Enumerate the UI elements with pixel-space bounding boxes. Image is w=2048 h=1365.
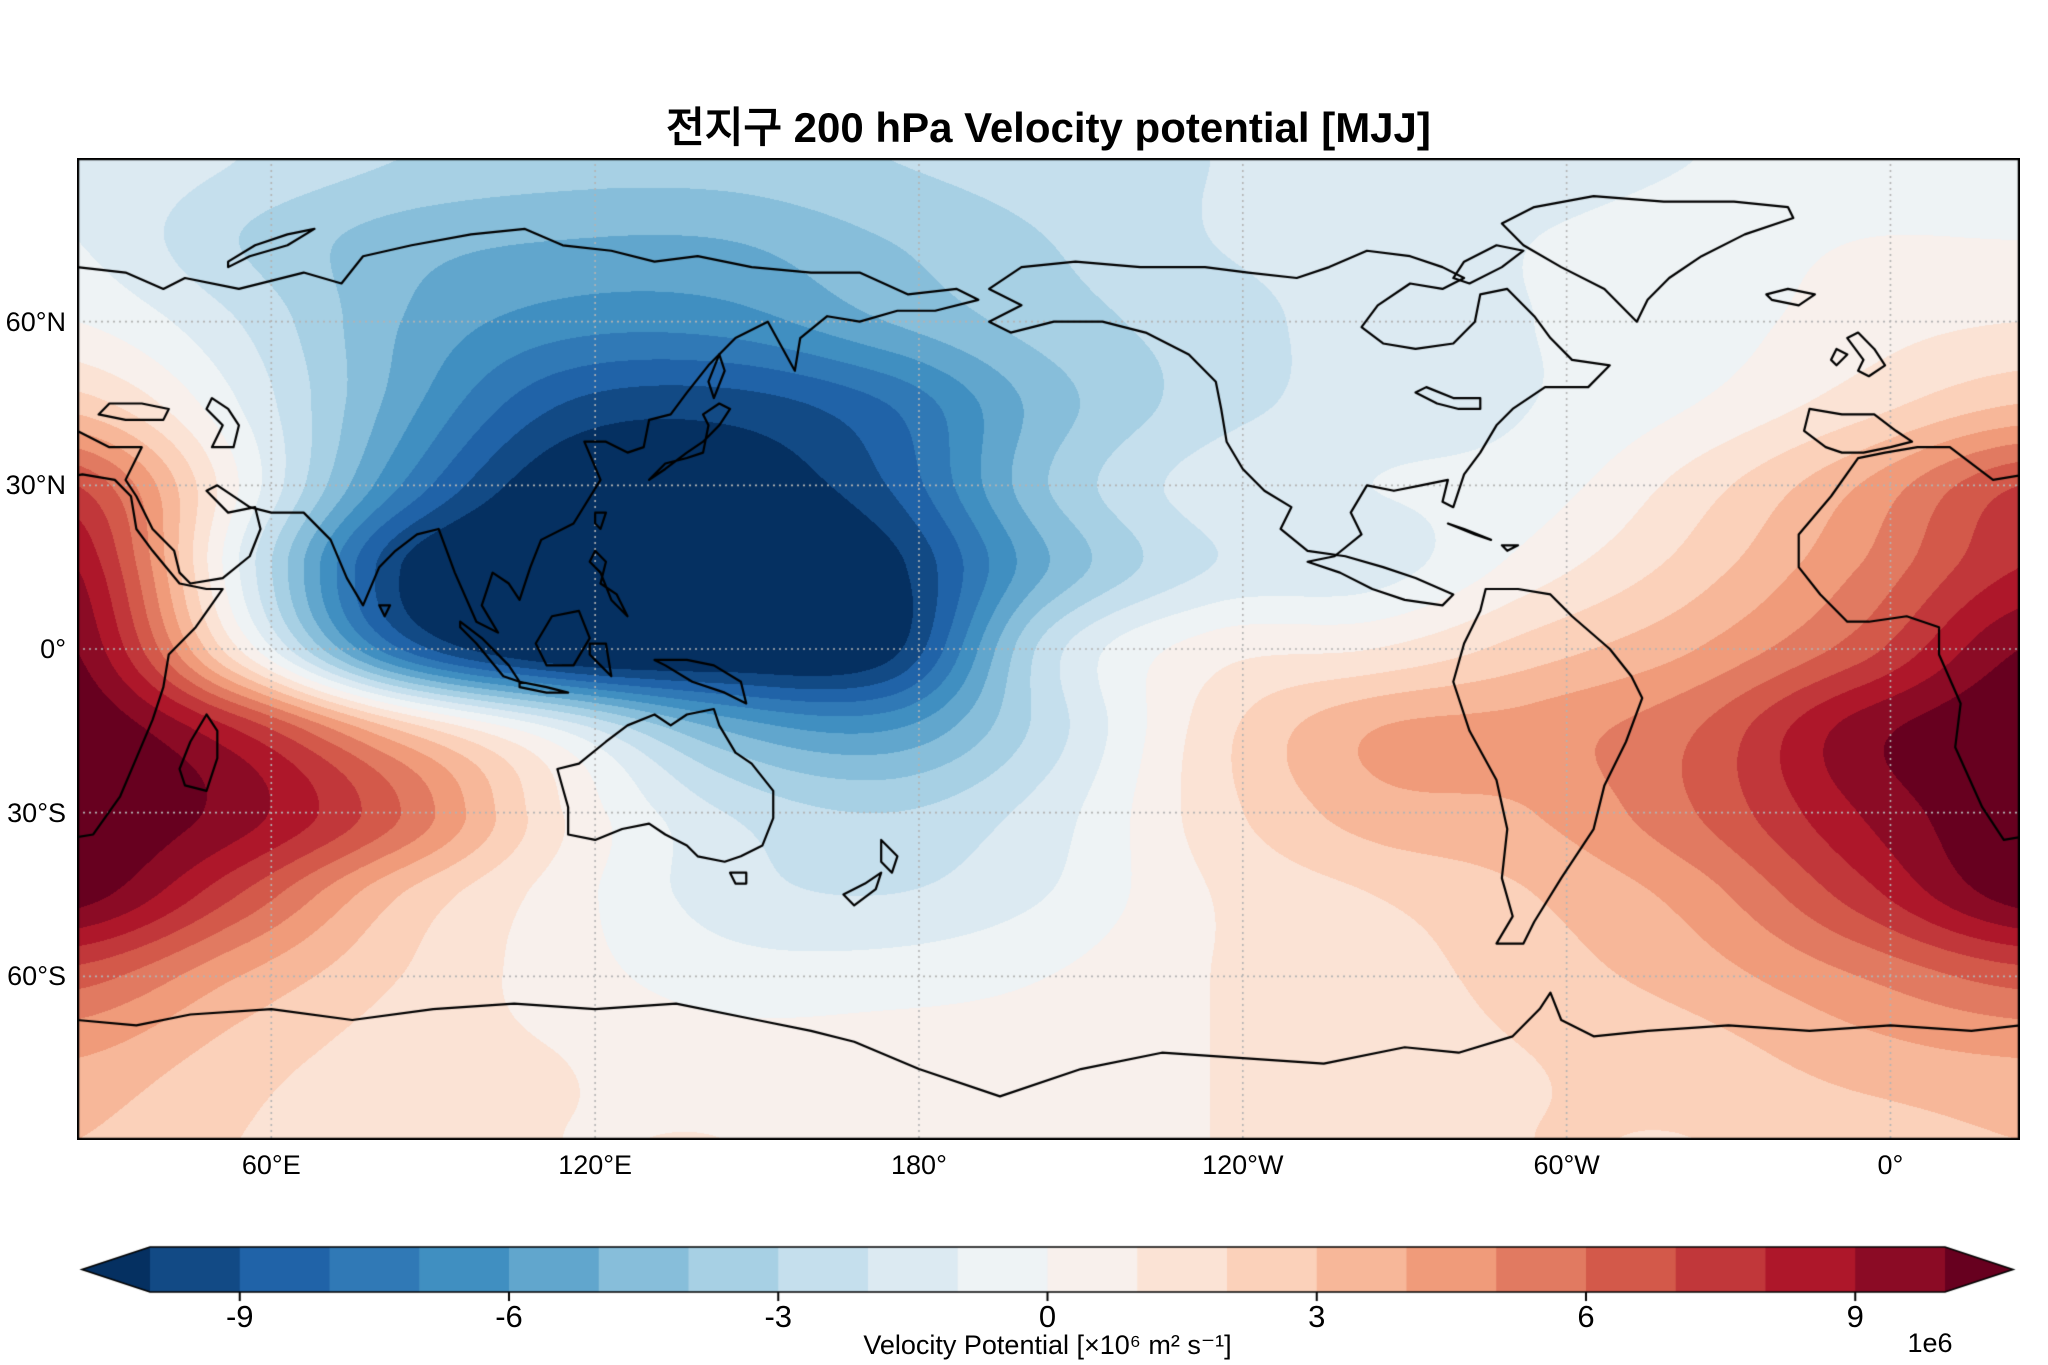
colorbar-canvas xyxy=(0,1240,2048,1310)
colorbar-label: Velocity Potential [×10⁶ m² s⁻¹] xyxy=(863,1330,1232,1360)
lon-tick-label: 0° xyxy=(1877,1150,1904,1180)
contour-map-canvas xyxy=(77,158,2020,1140)
lat-tick-label: 30°S xyxy=(7,797,66,828)
lon-tick-label: 60°W xyxy=(1533,1150,1600,1180)
colorbar-tick-label: 6 xyxy=(1577,1299,1595,1334)
colorbar-offset-label: 1e6 xyxy=(1907,1328,1953,1358)
colorbar-tick-label: -3 xyxy=(764,1299,793,1334)
lon-tick-label: 180° xyxy=(891,1150,947,1180)
lon-tick-label: 120°W xyxy=(1202,1150,1284,1180)
colorbar-tick-label: 3 xyxy=(1308,1299,1326,1334)
colorbar-tick-label: 9 xyxy=(1846,1299,1864,1334)
lon-tick-label: 60°E xyxy=(241,1150,301,1180)
colorbar-tick-label: 0 xyxy=(1038,1299,1057,1334)
plot-title: 전지구 200 hPa Velocity potential [MJJ] xyxy=(666,104,1431,151)
lat-tick-label: 60°N xyxy=(5,306,66,337)
lat-tick-label: 0° xyxy=(40,634,66,664)
lon-tick-label: 120°E xyxy=(558,1150,633,1180)
lat-tick-label: 60°S xyxy=(7,961,66,992)
colorbar-tick-label: -9 xyxy=(225,1299,254,1334)
lat-tick-label: 30°N xyxy=(5,470,66,501)
colorbar-tick-label: -6 xyxy=(495,1299,523,1334)
